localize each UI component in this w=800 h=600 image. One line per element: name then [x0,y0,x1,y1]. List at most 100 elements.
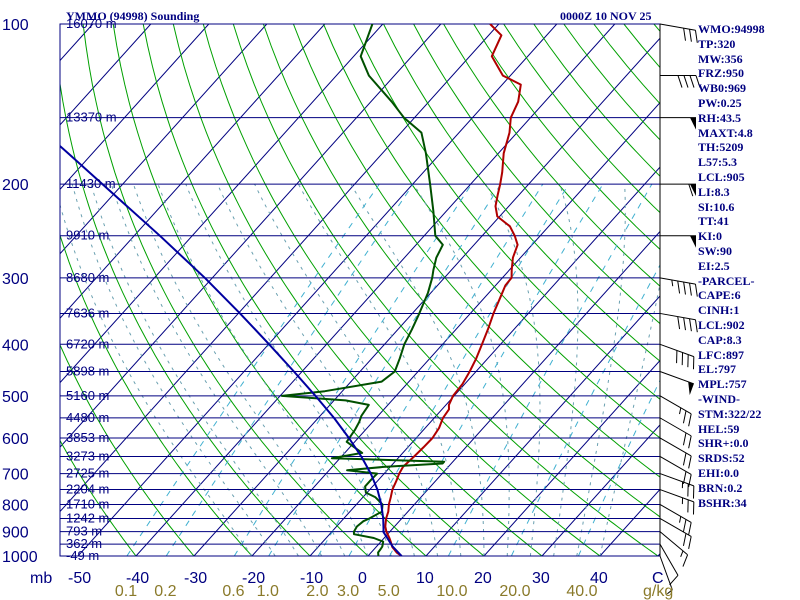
index-entry: TH:5209 [698,140,744,155]
dry-adiabat-line [443,24,660,287]
pressure-tick-label: 500 [2,389,29,406]
temperature-tick-label: 0 [358,570,367,587]
moist-adiabat-line [485,183,541,556]
dry-adiabat-line [60,343,195,556]
isotherm-line [60,24,384,384]
height-label: 1242 m [66,510,109,525]
wind-barb [659,23,698,43]
wind-barb [660,235,696,248]
wind-barb [659,395,692,427]
wind-barb [660,117,696,130]
mixing-ratio-tick-label: 0.2 [154,583,176,600]
mixing-ratio-tick-label: 2.0 [306,583,328,600]
wind-barb [659,437,692,469]
index-entry: TT:41 [698,214,730,229]
dry-adiabat-line [292,24,660,478]
celsius-unit-label: C [652,570,664,587]
wind-barb [659,343,695,370]
mixing-ratio-line [126,183,380,556]
mixing-ratio-tick-label: 0.6 [222,583,244,600]
mixing-ratio-line [165,183,414,556]
dry-adiabat-line [60,80,311,556]
mixing-ratio-tick-label: 1.0 [257,583,279,600]
wind-barb [659,473,695,499]
index-entry: TP:320 [698,36,736,51]
height-label: 5160 m [66,388,109,403]
temperature-tick-label: -20 [242,570,265,587]
moist-adiabat-line [599,281,660,556]
height-label: 1710 m [66,496,109,511]
moist-adiabat-line [553,183,579,556]
mixing-ratio-tick-label: 40.0 [566,583,597,600]
mb-unit-label: mb [30,570,52,587]
temperature-tick-label: -50 [68,570,91,587]
index-entry: MPL:757 [698,377,747,392]
wind-barb [659,312,698,333]
isotherm-line [251,101,660,556]
isotherm-line [60,24,152,126]
wind-barb [659,277,698,297]
index-entry: L57:5.3 [698,155,737,170]
index-entry: MW:356 [698,51,743,66]
mixing-ratio-tick-label: 20.0 [499,583,530,600]
height-label: 16070 m [66,16,117,31]
index-entry: CINH:1 [698,303,740,318]
wind-barb [660,75,701,88]
moist-adiabat-line [254,183,439,556]
dry-adiabat-line [323,24,660,439]
moist-adiabat-line [110,183,323,556]
mixing-ratio-line [510,263,660,556]
index-entry: BSHR:34 [698,495,747,510]
pressure-tick-label: 300 [2,271,29,288]
isotherm-line [483,359,660,556]
index-entry: PW:0.25 [698,95,742,110]
dewpoint-trace [280,24,446,556]
index-entry: FRZ:950 [698,66,744,81]
wind-barb [659,417,692,449]
index-entry: WB0:969 [698,81,746,96]
wind-barb [659,456,692,487]
moist-adiabat-line [350,183,485,556]
height-label: 8680 m [66,270,109,285]
mixing-ratio-line [317,183,544,556]
sounding-traces [60,24,522,556]
wind-barbs [659,23,701,595]
index-entry: EHI:0.0 [698,465,740,480]
moist-adiabat-line [576,184,626,556]
wind-barb [659,518,692,549]
height-label: 793 m [66,524,102,539]
temperature-trace [384,24,522,556]
height-label: 3853 m [66,430,109,445]
index-entry: EL:797 [698,362,737,377]
index-entry: HEL:59 [698,421,740,436]
dry-adiabat-line [413,24,660,325]
index-entry: SI:10.6 [698,199,735,214]
isotherm-line [60,24,500,513]
wind-barb [659,371,694,396]
moist-adiabat-line [217,183,415,556]
sounding-time: 0000Z 10 NOV 25 [560,9,651,23]
pressure-tick-label: 200 [2,177,29,194]
height-label: 9910 m [66,228,109,243]
height-label: 5898 m [66,364,109,379]
pressure-tick-label: 700 [2,467,29,484]
mixing-ratio-line [577,379,660,556]
dry-adiabat-line [353,24,660,400]
dry-adiabat-line [202,24,601,556]
height-label: 2204 m [66,482,109,497]
index-entry: RH:43.5 [698,110,741,125]
index-entry: CAPE:6 [698,288,741,303]
index-entry: MAXT:4.8 [698,125,753,140]
isotherm-line [135,24,616,556]
height-label: 2725 m [66,466,109,481]
height-label: 6720 m [66,336,109,351]
mixing-ratio-tick-label: 3.0 [337,583,359,600]
moist-adiabat-line [413,183,510,556]
index-entry: -PARCEL- [698,273,755,288]
isotherm-line [541,424,660,556]
mixing-ratio-tick-label: 10.0 [436,583,467,600]
isotherm-line [60,24,442,448]
dry-adiabat-line [82,24,369,556]
mixing-ratio-unit-label: g/kg [643,583,673,600]
